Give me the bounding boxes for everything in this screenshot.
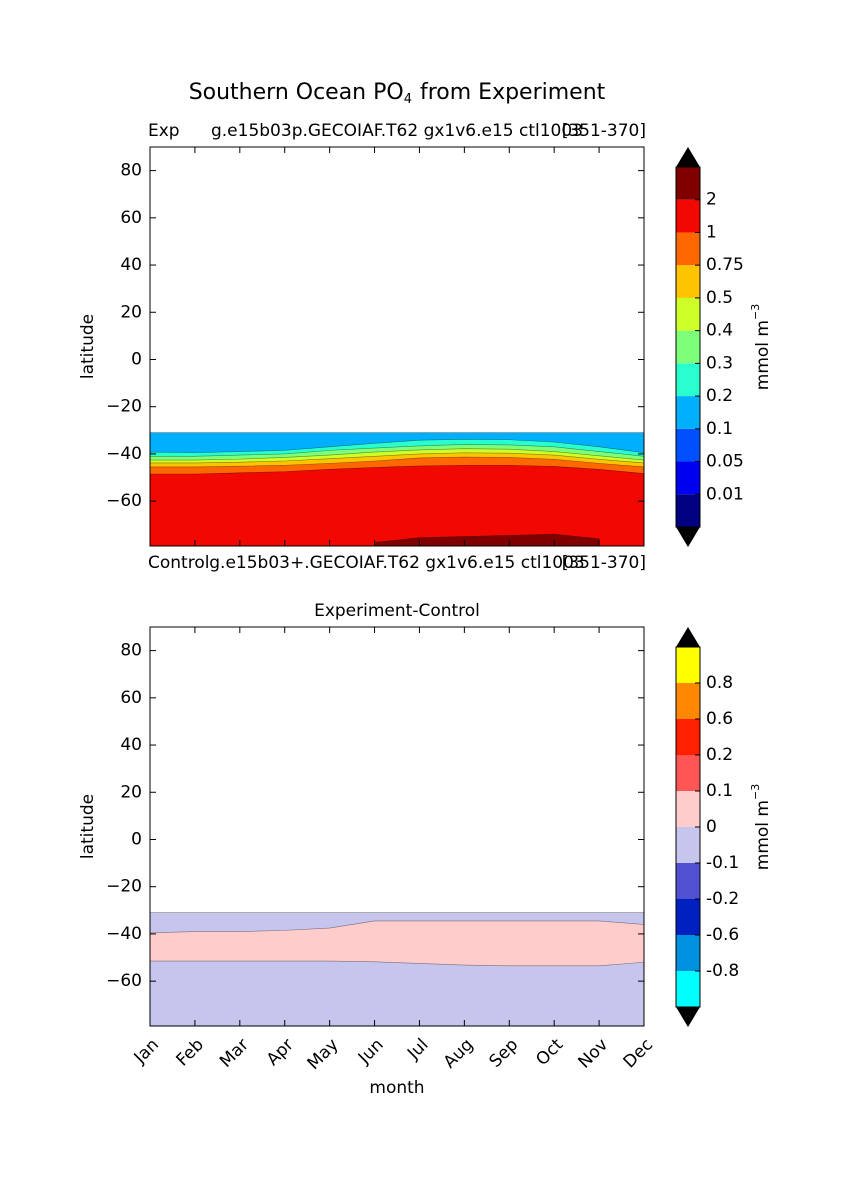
x-tick-label: Jul: [403, 1035, 432, 1064]
title-subscript: 4: [404, 92, 412, 107]
title-text: Southern Ocean PO: [189, 80, 404, 105]
y-tick-label: 20: [120, 782, 142, 802]
colorbar-tick-label: -0.8: [706, 961, 739, 981]
colorbar-swatch: [676, 167, 700, 200]
colorbar-tick-label: 0.8: [706, 673, 733, 693]
x-axis-label: month: [369, 1078, 424, 1098]
y-tick-label: −40: [106, 924, 142, 944]
colorbar-extend: [676, 147, 700, 167]
colorbar-swatch: [676, 899, 700, 935]
y-tick-label: 40: [120, 735, 142, 755]
colorbar-swatch: [676, 330, 700, 364]
colorbar-extend: [676, 1007, 700, 1027]
x-tick-label: Mar: [216, 1035, 253, 1072]
colorbar-tick-label: 0.05: [706, 452, 744, 472]
colorbar-tick-label: 0.5: [706, 288, 733, 308]
x-tick-label: Sep: [486, 1035, 523, 1072]
plot-frame: [149, 626, 645, 1027]
colorbar-swatch: [676, 297, 700, 331]
y-tick-label: −60: [106, 491, 142, 511]
caption-right: [351-370]: [562, 553, 646, 573]
colorbar-label-text: mmol m: [753, 800, 773, 870]
colorbar-label: mmol m−3: [749, 784, 773, 870]
x-tick-label: Apr: [263, 1035, 298, 1070]
colorbar-swatch: [676, 971, 700, 1007]
colorbar-tick-label: 0.2: [706, 745, 733, 765]
y-tick-label: −20: [106, 877, 142, 897]
colorbar-swatch: [676, 232, 700, 266]
panel-title-center: g.e15b03p.GECOIAF.T62 gx1v6.e15 ctl1003: [211, 121, 583, 141]
colorbar-tick-label: 0.75: [706, 255, 744, 275]
colorbar-swatch: [676, 935, 700, 971]
x-tick-label: Dec: [620, 1035, 657, 1072]
colorbar-extend: [676, 527, 700, 547]
colorbar-tick-label: 0.1: [706, 781, 733, 801]
y-tick-label: 0: [131, 349, 142, 369]
y-tick-label: −20: [106, 397, 142, 417]
colorbar-swatch: [676, 428, 700, 462]
colorbar-swatch: [676, 791, 700, 827]
colorbar-frame: [675, 166, 701, 528]
y-tick-label: −60: [106, 971, 142, 991]
colorbar-swatch: [676, 199, 700, 233]
figure-title: Southern Ocean PO4 from Experiment: [189, 80, 606, 107]
y-tick-label: −40: [106, 444, 142, 464]
plot-frame: [149, 146, 645, 547]
y-tick-label: 60: [120, 208, 142, 228]
y-tick-label: 60: [120, 688, 142, 708]
colorbar-swatch: [676, 461, 700, 495]
y-axis-label: latitude: [78, 314, 98, 379]
colorbar-tick-label: 0.6: [706, 709, 733, 729]
y-tick-label: 40: [120, 255, 142, 275]
x-tick-label: Oct: [532, 1035, 567, 1070]
x-tick-label: Nov: [575, 1035, 613, 1073]
colorbar-tick-label: 0.3: [706, 353, 733, 373]
x-tick-label: Aug: [440, 1035, 478, 1073]
caption-center: g.e15b03+.GECOIAF.T62 gx1v6.e15 ctl1003: [209, 553, 584, 573]
panel-title: Experiment-Control: [314, 601, 480, 621]
colorbar-label: mmol m−3: [749, 304, 773, 390]
x-tick-label: Feb: [173, 1035, 208, 1070]
colorbar-tick-label: 0.4: [706, 321, 733, 341]
colorbar-tick-label: -0.1: [706, 853, 739, 873]
y-axis-label: latitude: [78, 794, 98, 859]
colorbar-tick-label: 0.2: [706, 386, 733, 406]
colorbar-extend: [676, 627, 700, 647]
colorbar-swatch: [676, 647, 700, 683]
x-tick-label: Jan: [130, 1035, 163, 1068]
caption-left: Control: [148, 553, 209, 573]
colorbar-swatch: [676, 363, 700, 397]
y-tick-label: 80: [120, 641, 142, 661]
colorbar-swatch: [676, 755, 700, 791]
colorbar-tick-label: -0.6: [706, 925, 739, 945]
colorbar-swatch: [676, 719, 700, 755]
colorbar-swatch: [676, 827, 700, 863]
colorbar-tick-label: -0.2: [706, 889, 739, 909]
colorbar-label-sup: −3: [749, 784, 762, 800]
colorbar-swatch: [676, 396, 700, 429]
colorbar-tick-label: 0.1: [706, 419, 733, 439]
panel-title-right: [351-370]: [562, 121, 646, 141]
colorbar-tick-label: 0.01: [706, 484, 744, 504]
colorbar-tick-label: 2: [706, 190, 717, 210]
x-tick-label: May: [304, 1035, 343, 1074]
y-tick-label: 0: [131, 829, 142, 849]
colorbar-swatch: [676, 265, 700, 298]
contour-band: [149, 464, 645, 547]
colorbar-tick-label: 1: [706, 222, 717, 242]
y-tick-label: 20: [120, 302, 142, 322]
colorbar-swatch: [676, 683, 700, 719]
colorbar-label-text: mmol m: [753, 320, 773, 390]
y-tick-label: 80: [120, 161, 142, 181]
x-tick-label: Jun: [354, 1035, 388, 1069]
colorbar-label-sup: −3: [749, 304, 762, 320]
colorbar-tick-label: 0: [706, 817, 717, 837]
title-text: from Experiment: [420, 80, 606, 105]
panel-title-left: Exp: [148, 121, 180, 141]
colorbar-swatch: [676, 863, 700, 899]
colorbar-swatch: [676, 494, 700, 527]
